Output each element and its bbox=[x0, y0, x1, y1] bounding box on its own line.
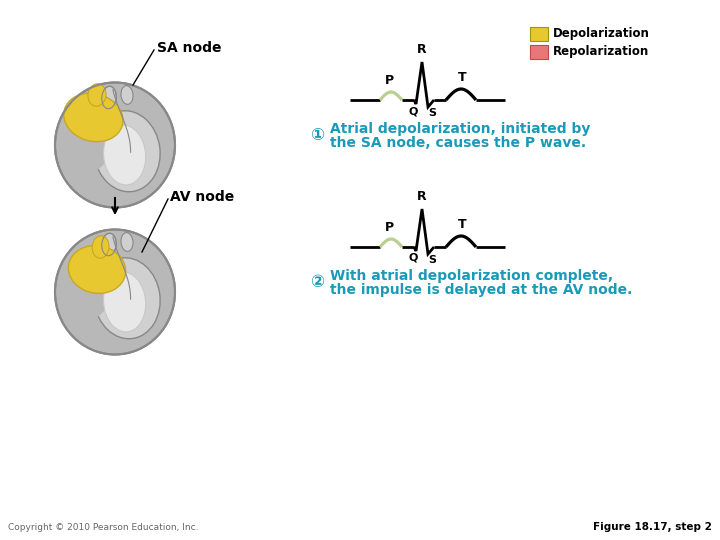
Text: S: S bbox=[428, 108, 436, 118]
Text: ②: ② bbox=[310, 273, 324, 291]
Ellipse shape bbox=[102, 233, 116, 256]
Text: R: R bbox=[417, 43, 427, 56]
Bar bbox=[530, 27, 548, 41]
Ellipse shape bbox=[55, 83, 175, 207]
Ellipse shape bbox=[68, 246, 126, 293]
Text: the SA node, causes the P wave.: the SA node, causes the P wave. bbox=[330, 136, 586, 150]
Text: Depolarization: Depolarization bbox=[553, 28, 650, 40]
Text: Figure 18.17, step 2: Figure 18.17, step 2 bbox=[593, 522, 712, 532]
Text: R: R bbox=[417, 190, 427, 203]
Text: Atrial depolarization, initiated by: Atrial depolarization, initiated by bbox=[330, 122, 590, 136]
Ellipse shape bbox=[121, 233, 133, 251]
Bar bbox=[530, 45, 548, 59]
Text: Copyright © 2010 Pearson Education, Inc.: Copyright © 2010 Pearson Education, Inc. bbox=[8, 523, 199, 532]
Ellipse shape bbox=[94, 111, 160, 192]
Ellipse shape bbox=[64, 269, 166, 345]
Ellipse shape bbox=[102, 86, 116, 109]
Text: Repolarization: Repolarization bbox=[553, 45, 649, 58]
Text: S: S bbox=[428, 255, 436, 265]
Text: Q: Q bbox=[408, 253, 418, 263]
Text: P: P bbox=[384, 221, 394, 234]
Text: Q: Q bbox=[408, 106, 418, 116]
Ellipse shape bbox=[88, 84, 106, 106]
Ellipse shape bbox=[64, 93, 123, 141]
Ellipse shape bbox=[121, 86, 133, 104]
Text: SA node: SA node bbox=[157, 41, 222, 55]
Text: the impulse is delayed at the AV node.: the impulse is delayed at the AV node. bbox=[330, 283, 632, 297]
Text: With atrial depolarization complete,: With atrial depolarization complete, bbox=[330, 269, 613, 283]
Ellipse shape bbox=[92, 236, 109, 258]
Ellipse shape bbox=[55, 230, 175, 354]
Ellipse shape bbox=[68, 105, 114, 173]
Text: AV node: AV node bbox=[170, 190, 234, 204]
Text: P: P bbox=[384, 74, 394, 87]
Text: T: T bbox=[458, 218, 467, 231]
Ellipse shape bbox=[104, 272, 145, 332]
Ellipse shape bbox=[104, 125, 145, 185]
Text: ①: ① bbox=[310, 126, 324, 144]
Ellipse shape bbox=[64, 123, 166, 198]
Ellipse shape bbox=[68, 252, 114, 320]
Text: T: T bbox=[458, 71, 467, 84]
Ellipse shape bbox=[94, 258, 160, 339]
